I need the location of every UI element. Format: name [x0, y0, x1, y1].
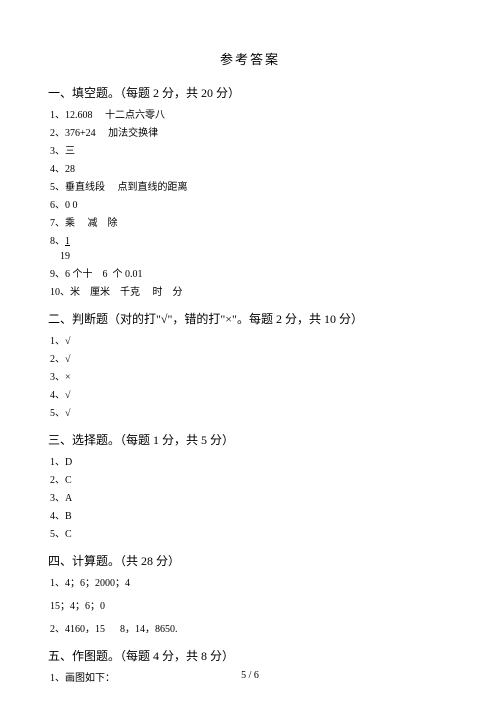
answer-line: 2、376+24 加法交换律 [50, 126, 452, 141]
page-footer: 5 / 6 [0, 668, 500, 683]
section-header: 四、计算题。（共 28 分） [48, 552, 452, 570]
section-header: 五、作图题。（每题 4 分，共 8 分） [48, 647, 452, 665]
answer-line: 3、× [50, 370, 452, 385]
answer-line: 1、12.608 十二点六零八 [50, 108, 452, 123]
answer-line: 10、米 厘米 千克 时 分 [50, 285, 452, 300]
answer-line: 4、√ [50, 388, 452, 403]
answer-line: 3、三 [50, 144, 452, 159]
answer-line: 2、√ [50, 352, 452, 367]
section-header: 三、选择题。（每题 1 分，共 5 分） [48, 431, 452, 449]
section-header: 二、判断题（对的打"√"，错的打"×"。每题 2 分，共 10 分） [48, 310, 452, 328]
answer-line: 2、C [50, 473, 452, 488]
answer-line: 7、乘 减 除 [50, 216, 452, 231]
answer-line: 4、28 [50, 162, 452, 177]
answer-line: 5、垂直线段 点到直线的距离 [50, 180, 452, 195]
answer-line: 1、D [50, 455, 452, 470]
answer-line: 6、0 0 [50, 198, 452, 213]
answer-line: 1、4；6；2000；4 [50, 576, 452, 591]
answer-line: 1、√ [50, 334, 452, 349]
answer-line: 5、C [50, 527, 452, 542]
answer-line: 8、 1 19 [50, 234, 452, 264]
answer-line: 4、B [50, 509, 452, 524]
answer-content: 一、填空题。（每题 2 分，共 20 分） 1、12.608 十二点六零八 2、37… [48, 84, 452, 686]
answer-line: 5、√ [50, 406, 452, 421]
section-header: 一、填空题。（每题 2 分，共 20 分） [48, 84, 452, 102]
answer-line: 9、6 个十 6 个 0.01 [50, 267, 452, 282]
page-title: 参考答案 [48, 50, 452, 70]
answer-line: 3、A [50, 491, 452, 506]
answer-line: 2、4160，15 8，14，8650. [50, 622, 452, 637]
answer-line: 15；4；6；0 [50, 599, 452, 614]
